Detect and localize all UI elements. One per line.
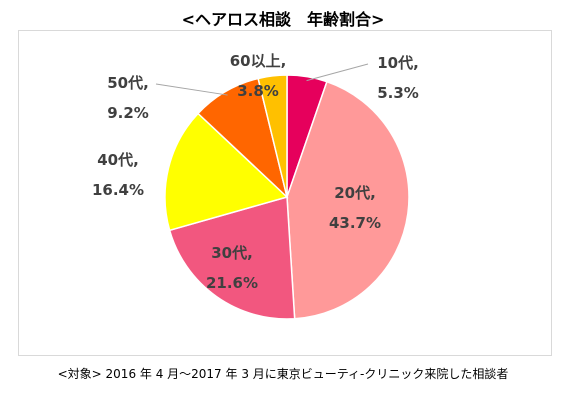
- chart-title: <ヘアロス相談 年齢割合>: [181, 10, 385, 29]
- slice-category-label: 10代,: [377, 54, 419, 72]
- slice-value-label: 9.2%: [107, 104, 149, 122]
- leader-line: [306, 63, 369, 82]
- slice-category-label: 50代,: [107, 74, 149, 92]
- pie-slice-6: [257, 74, 288, 198]
- pie-slice-4: [164, 112, 289, 232]
- slice-value-label: 43.7%: [329, 214, 381, 232]
- chart-frame: [18, 30, 552, 356]
- slice-category-label: 20代,: [334, 184, 376, 202]
- pie-slice-3: [168, 196, 296, 320]
- slice-category-label: 30代,: [211, 244, 253, 262]
- leader-line: [155, 83, 228, 96]
- slice-value-label: 21.6%: [206, 274, 258, 292]
- slice-category-label: 60以上,: [230, 52, 287, 70]
- slice-value-label: 3.8%: [237, 82, 279, 100]
- leader-lines: [155, 63, 369, 96]
- slice-value-label: 16.4%: [92, 181, 144, 199]
- slice-value-label: 5.3%: [377, 84, 419, 102]
- footnote: <対象> 2016 年 4 月～2017 年 3 月に東京ビューティ-クリニック…: [57, 367, 509, 381]
- slice-labels: 10代, 5.3% 20代, 43.7% 30代, 21.6% 40代, 16.4% 50代, 9…: [92, 52, 419, 292]
- pie-slices: [164, 74, 410, 320]
- pie-slice-2: [286, 80, 410, 320]
- slice-category-label: 40代,: [97, 151, 139, 169]
